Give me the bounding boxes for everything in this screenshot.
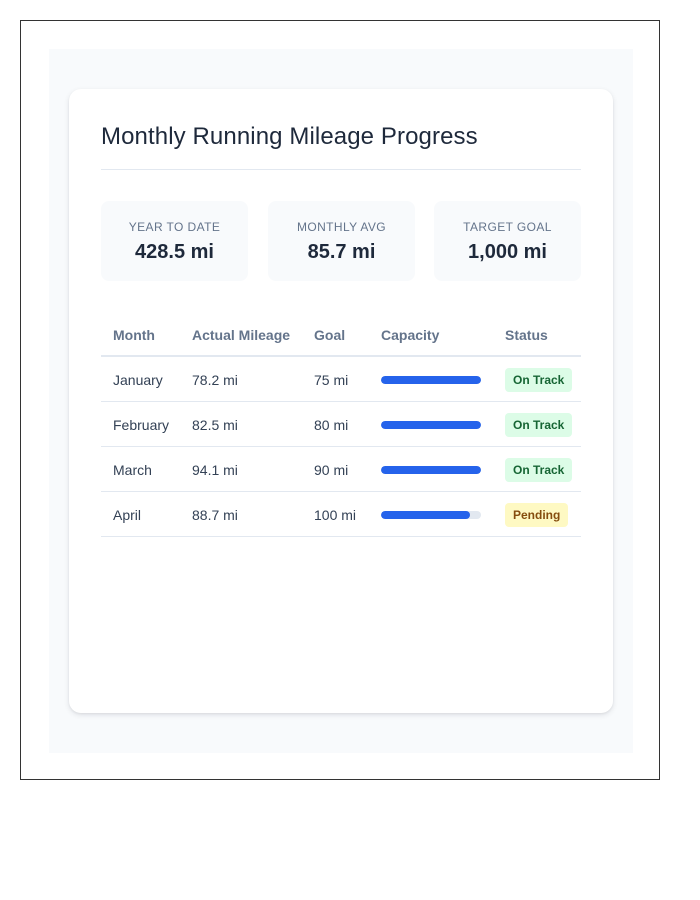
actual-mileage-cell: 78.2 mi bbox=[192, 372, 238, 388]
page-backdrop: Monthly Running Mileage Progress YEAR TO… bbox=[49, 49, 633, 753]
table-header: Month Actual Mileage Goal Capacity Statu… bbox=[101, 313, 581, 357]
column-header-goal: Goal bbox=[314, 327, 346, 343]
column-header-capacity: Capacity bbox=[381, 327, 440, 343]
mileage-table: Month Actual Mileage Goal Capacity Statu… bbox=[101, 313, 581, 537]
column-header-actual-mileage: Actual Mileage bbox=[192, 327, 291, 343]
capacity-bar bbox=[381, 511, 481, 519]
table-row: March 94.1 mi 90 mi On Track bbox=[101, 447, 581, 492]
actual-mileage-cell: 82.5 mi bbox=[192, 417, 238, 433]
table-row: April 88.7 mi 100 mi Pending bbox=[101, 492, 581, 537]
capacity-bar-fill bbox=[381, 466, 481, 474]
column-header-status: Status bbox=[505, 327, 548, 343]
capacity-bar bbox=[381, 421, 481, 429]
page-frame: Monthly Running Mileage Progress YEAR TO… bbox=[20, 20, 660, 780]
status-badge: On Track bbox=[505, 368, 573, 392]
stat-value: 428.5 mi bbox=[135, 241, 214, 263]
stat-value: 85.7 mi bbox=[307, 241, 376, 263]
goal-cell: 80 mi bbox=[314, 417, 349, 433]
stats-row: YEAR TO DATE 428.5 mi MONTHLY AVG 85.7 m… bbox=[101, 201, 581, 281]
mileage-card: Monthly Running Mileage Progress YEAR TO… bbox=[69, 89, 613, 713]
table-row: February 82.5 mi 80 mi On Track bbox=[101, 402, 581, 447]
table-row: January 78.2 mi 75 mi On Track bbox=[101, 357, 581, 402]
status-badge: On Track bbox=[505, 413, 573, 437]
stat-label: YEAR TO DATE bbox=[128, 220, 221, 234]
page-title: Monthly Running Mileage Progress bbox=[101, 123, 478, 150]
capacity-bar bbox=[381, 466, 481, 474]
month-cell: February bbox=[113, 417, 170, 433]
month-cell: January bbox=[113, 372, 163, 388]
goal-cell: 75 mi bbox=[314, 372, 349, 388]
status-badge: On Track bbox=[505, 458, 573, 482]
title-divider bbox=[101, 169, 581, 170]
stat-target-goal: TARGET GOAL 1,000 mi bbox=[434, 201, 581, 281]
column-header-month: Month bbox=[113, 327, 155, 343]
goal-cell: 90 mi bbox=[314, 462, 349, 478]
capacity-bar-fill bbox=[381, 421, 481, 429]
stat-year-to-date: YEAR TO DATE 428.5 mi bbox=[101, 201, 248, 281]
month-cell: March bbox=[113, 462, 152, 478]
goal-cell: 100 mi bbox=[314, 507, 357, 523]
actual-mileage-cell: 94.1 mi bbox=[192, 462, 238, 478]
stat-monthly-avg: MONTHLY AVG 85.7 mi bbox=[268, 201, 415, 281]
capacity-bar-fill bbox=[381, 376, 481, 384]
status-badge: Pending bbox=[505, 503, 569, 527]
stat-label: TARGET GOAL bbox=[463, 220, 552, 234]
actual-mileage-cell: 88.7 mi bbox=[192, 507, 238, 523]
capacity-bar-fill bbox=[381, 511, 470, 519]
stat-value: 1,000 mi bbox=[468, 241, 547, 263]
stat-label: MONTHLY AVG bbox=[296, 220, 387, 234]
capacity-bar bbox=[381, 376, 481, 384]
month-cell: April bbox=[113, 507, 142, 523]
